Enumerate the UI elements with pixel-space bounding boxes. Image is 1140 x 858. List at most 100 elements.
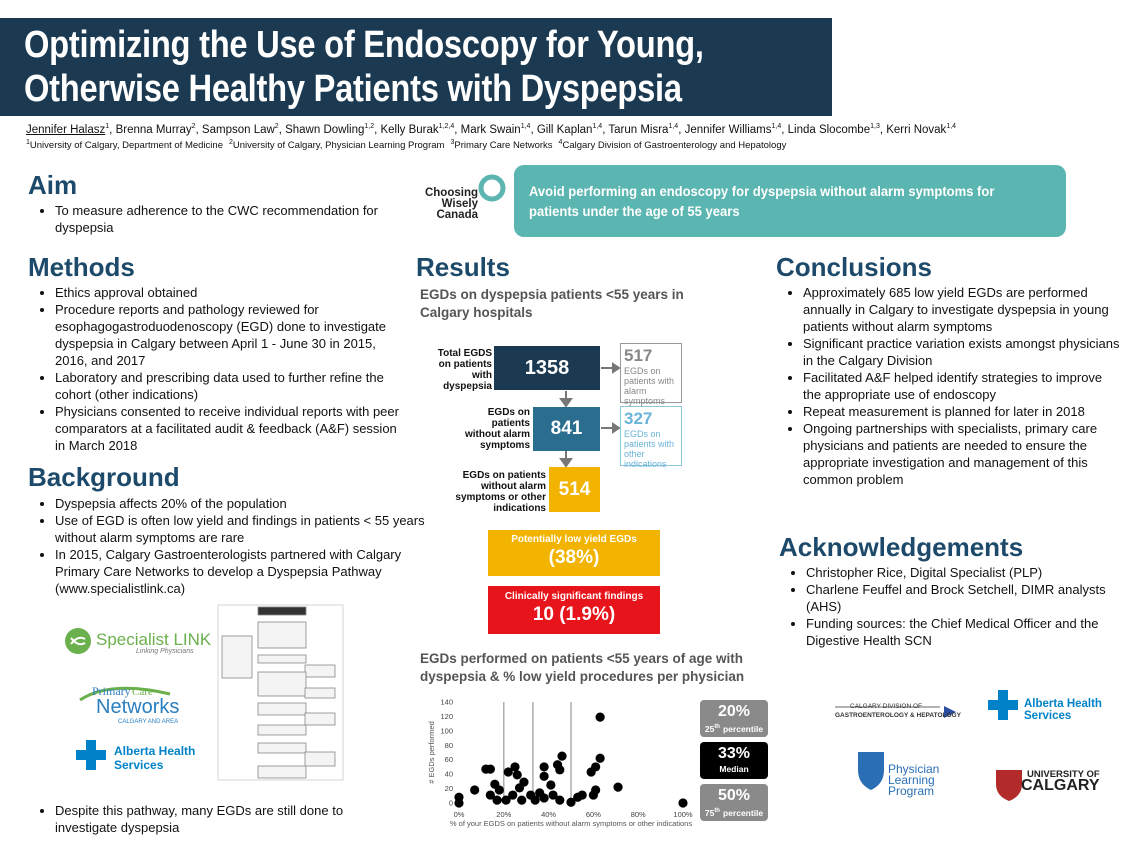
bullet-list: Despite this pathway, many EGDs are stil… (28, 802, 400, 836)
separator: , (530, 123, 537, 136)
percentile-caption-text: percentile (722, 807, 764, 818)
scatter-point (555, 765, 565, 775)
scatter-point (548, 790, 558, 800)
logo-text: Alberta Health (114, 744, 196, 758)
author: Tarun Misra1,4 (608, 123, 678, 136)
percentile-caption: 75th percentile (700, 806, 768, 819)
author: Jennifer Williams1,4 (684, 123, 782, 136)
section-heading: Methods (28, 252, 135, 282)
section-heading: Results (416, 252, 510, 282)
scatter-point (557, 751, 567, 761)
bullet: Christopher Rice, Digital Specialist (PL… (806, 564, 1111, 581)
flow-title: EGDs on dyspepsia patients <55 years in … (420, 287, 684, 320)
cwc-logo-mark (478, 174, 506, 202)
scatter-point (613, 782, 623, 792)
affiliation: 4Calgary Division of Gastroenterology an… (559, 139, 787, 152)
author-affiliation: 1,4 (946, 123, 957, 130)
x-tick-label: 0% (454, 810, 465, 819)
author: Kelly Burak1,2,4 (380, 123, 455, 136)
author-affiliation: 1,2,4 (438, 123, 455, 130)
authors: Jennifer Halasz1, Brenna Murray2, Sampso… (26, 123, 956, 136)
section-heading: Background (28, 462, 180, 492)
side-label: EGDs on patients with alarm symptoms (624, 366, 675, 406)
flow-label: EGDs on patients without alarm symptoms … (455, 470, 546, 514)
affiliation-text: Calgary Division of Gastroenterology and… (562, 140, 787, 152)
logo-text: Alberta Health (1024, 698, 1102, 710)
author: Brenna Murray2 (116, 123, 196, 136)
side-number: 327 (624, 409, 653, 428)
recommendation: Avoid performing an endoscopy for dyspep… (529, 183, 995, 219)
scatter-point (512, 770, 522, 780)
flow-arrows (559, 362, 621, 468)
bullet-list: Approximately 685 low yield EGDs are per… (776, 284, 1123, 488)
cdgh-mark (944, 706, 956, 718)
logo-text: CALGARY DIVISION OF (850, 703, 923, 710)
affiliation-text: University of Calgary, Department of Med… (29, 140, 223, 152)
bullet: Facilitated A&F helped identify strategi… (803, 369, 1123, 403)
logo-text: Physician (888, 762, 940, 776)
title-line: Otherwise Healthy Patients with Dyspepsi… (24, 68, 682, 110)
percentile-box: 50% 75th percentile (700, 784, 768, 821)
box-label: Clinically significant findings (504, 591, 644, 602)
percentile-box: 33% Median (700, 742, 768, 779)
scatter-point (595, 712, 605, 722)
scatter-point (494, 785, 504, 795)
scatter-point (503, 767, 513, 777)
author-affiliation: 1,2 (364, 123, 375, 130)
pathway-thumbnail (217, 604, 344, 781)
scatter-point (454, 798, 464, 808)
bullet: Repeat measurement is planned for later … (803, 403, 1123, 420)
logo-text: Canada (436, 209, 478, 221)
logo-text: UNIVERSITY OF (1027, 769, 1100, 780)
bullet: Approximately 685 low yield EGDs are per… (803, 284, 1123, 335)
logo-text: Learning (888, 773, 935, 787)
y-tick-label: 40 (445, 770, 453, 779)
y-axis-label: # EGDs performed (427, 721, 436, 784)
author: Sampson Law2 (202, 123, 279, 136)
scatter-point (539, 762, 549, 772)
scatter-point (566, 797, 576, 807)
logo-text: Specialist LINK (96, 630, 212, 649)
percentile-caption-text: Median (719, 764, 749, 774)
x-tick-label: 20% (496, 810, 511, 819)
x-tick-label: 40% (541, 810, 556, 819)
scatter-point (510, 762, 520, 772)
author-affiliation: 1,4 (592, 123, 603, 130)
scatter-point (586, 767, 596, 777)
scatter-point (546, 780, 556, 790)
author: Linda Slocombe1,3 (788, 123, 880, 136)
specialist-link-mark (65, 628, 91, 654)
section-heading: Conclusions (776, 252, 933, 282)
bullet: Charlene Feuffel and Brock Setchell, DIM… (806, 581, 1111, 615)
percentile-rank: 75 (704, 807, 715, 818)
scatter-point (555, 795, 565, 805)
affiliation: 3Primary Care Networks (450, 139, 552, 151)
author-name: Tarun Misra (608, 123, 669, 136)
author-name: Jennifer Williams (684, 123, 772, 136)
author-affiliation: 2 (191, 123, 196, 130)
scatter-point (539, 793, 549, 803)
scatter-point (481, 764, 491, 774)
recommendation-box: Avoid performing an endoscopy for dyspep… (514, 165, 1066, 237)
side-box: 327 EGDs on patients with other indicati… (620, 406, 682, 469)
percentile-box: 20% 25th percentile (700, 700, 768, 737)
bullet: Dyspepsia affects 20% of the population (55, 495, 425, 512)
logo-text: Choosing (424, 187, 478, 199)
scatter-point (470, 785, 480, 795)
significant-box: Clinically significant findings 10 (1.9%… (488, 586, 660, 634)
scatter-point (595, 753, 605, 763)
author-affiliation: 1,4 (520, 123, 531, 130)
author-name: Gill Kaplan (536, 123, 593, 136)
bullet: Physicians consented to receive individu… (55, 403, 403, 454)
bullet: Use of EGD is often low yield and findin… (55, 512, 425, 546)
affiliation-text: University of Calgary, Physician Learnin… (232, 140, 445, 152)
author: Mark Swain1,4 (461, 123, 531, 136)
logo-text: Linking Physicians (136, 648, 194, 655)
arrow-head (612, 422, 621, 434)
title-banner: Optimizing the Use of Endoscopy for Youn… (0, 18, 832, 116)
flow-box: 841 (533, 407, 600, 451)
affiliation-number: 3 (450, 139, 455, 146)
bullet: In 2015, Calgary Gastroenterologists par… (55, 546, 425, 597)
percentile-caption: Median (700, 764, 768, 775)
